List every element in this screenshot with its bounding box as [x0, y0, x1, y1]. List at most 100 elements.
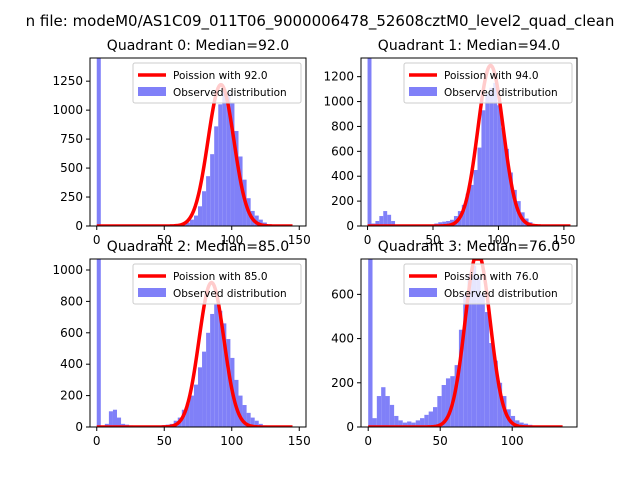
hist-bar: [112, 409, 117, 427]
hist-bar: [505, 148, 509, 226]
hist-bar: [246, 412, 251, 427]
hist-bar: [258, 219, 263, 226]
hist-bar: [501, 127, 505, 226]
hist-bar: [485, 94, 490, 226]
legend: Poission with 92.0 Observed distribution: [132, 62, 302, 104]
x-tick-label: 50: [433, 434, 448, 448]
y-tick-label: 200: [331, 194, 354, 208]
y-tick-label: 1000: [52, 263, 83, 277]
y-tick-label: 400: [60, 357, 83, 371]
x-tick-label: 100: [487, 233, 510, 247]
y-tick-label: 1200: [323, 70, 354, 84]
hist-bar: [437, 396, 442, 427]
x-tick-label: 50: [157, 434, 172, 448]
plot-area: [366, 58, 572, 226]
legend-frame: [403, 62, 573, 104]
y-tick-label: 1000: [52, 103, 83, 117]
plot-area: [95, 58, 294, 226]
hist-bar: [465, 193, 470, 226]
hist-bar: [512, 189, 517, 226]
hist-bar: [391, 221, 396, 226]
hist-bar: [438, 222, 443, 226]
x-tick-label: 100: [501, 434, 524, 448]
y-tick-label: 400: [331, 332, 354, 346]
x-tick-label: 50: [157, 233, 172, 247]
panel-title: Quadrant 3: Median=76.0: [378, 239, 560, 255]
hist-bar: [202, 191, 207, 226]
axes-frame: [89, 57, 307, 227]
hist-bar: [497, 382, 503, 427]
panel-1: 0 50 100 150 0 200 400 600 800 1000 1200 Quadrant 1…: [323, 38, 578, 247]
legend-bar-label: Observed distribution: [173, 87, 287, 99]
legend-frame: [132, 263, 302, 305]
hist-bar: [210, 313, 215, 427]
x-tick-label: 100: [220, 434, 243, 448]
hist-bar: [411, 422, 416, 427]
hist-bar: [226, 339, 231, 427]
hist-bar: [497, 105, 502, 226]
hist-bar: [254, 420, 259, 427]
y-tick-label: 200: [331, 376, 354, 390]
hist-bar: [469, 184, 474, 226]
legend-frame: [132, 62, 302, 104]
y-tick-label: 250: [60, 190, 83, 204]
figure-suptitle: n file: modeM0/AS1C09_011T06_9000006478_…: [26, 12, 615, 31]
hist-bar: [519, 422, 524, 427]
hist-bar: [202, 351, 207, 427]
y-tick-label: 750: [60, 132, 83, 146]
axes-frame: [360, 57, 578, 227]
hist-bar: [250, 417, 255, 427]
y-tick-label: 600: [60, 326, 83, 340]
hist-bar: [489, 87, 494, 226]
hist-bar: [367, 58, 372, 226]
hist-bar: [489, 343, 494, 427]
hist-bar: [96, 259, 101, 427]
legend-bar-label: Observed distribution: [444, 87, 558, 99]
hist-bar: [189, 219, 194, 226]
y-tick-label: 800: [331, 119, 354, 133]
hist-bar: [484, 312, 490, 427]
hist-bar: [441, 385, 446, 427]
plot-area: [95, 259, 294, 427]
axes-frame: [89, 258, 307, 428]
panel-2: 0 50 100 150 0 200 400 600 800 1000 Quadrant 2: Me…: [52, 239, 310, 448]
hist-bar: [467, 274, 472, 427]
hist-bar: [193, 215, 198, 226]
hist-bar: [226, 92, 231, 226]
hist-bar: [385, 396, 390, 427]
hist-bar: [193, 384, 198, 427]
hist-bar: [481, 110, 486, 226]
y-tick-label: 600: [331, 144, 354, 158]
legend-line-label: Poission with 85.0: [173, 271, 268, 283]
hist-bar: [433, 407, 438, 427]
x-tick-label: 150: [288, 233, 311, 247]
y-tick-label: 500: [60, 161, 83, 175]
x-tick-label: 0: [364, 434, 372, 448]
hist-bar: [515, 420, 520, 427]
hist-bar: [420, 418, 425, 427]
x-tick-label: 0: [364, 233, 372, 247]
x-tick-label: 150: [552, 233, 575, 247]
x-tick-label: 150: [288, 434, 311, 448]
legend-line-label: Poission with 92.0: [173, 70, 268, 82]
y-tick-label: 800: [60, 294, 83, 308]
hist-bar: [218, 104, 223, 226]
x-tick-label: 100: [220, 233, 243, 247]
hist-bar: [381, 387, 386, 427]
hist-bar: [424, 414, 429, 427]
legend: Poission with 76.0 Observed distribution: [403, 263, 573, 305]
hist-bar: [442, 221, 447, 226]
hist-bar: [198, 206, 203, 226]
y-tick-label: 600: [331, 287, 354, 301]
hist-bar: [242, 405, 247, 427]
hist-bar: [493, 360, 498, 427]
hist-bar: [428, 411, 433, 427]
y-tick-label: 0: [75, 420, 83, 434]
hist-bar: [389, 404, 395, 427]
panel-title: Quadrant 1: Median=94.0: [378, 38, 560, 54]
hist-bar: [375, 221, 380, 226]
y-tick-label: 0: [75, 219, 83, 233]
hist-bar: [185, 222, 190, 226]
y-tick-label: 400: [331, 169, 354, 183]
y-tick-label: 1250: [52, 74, 83, 88]
